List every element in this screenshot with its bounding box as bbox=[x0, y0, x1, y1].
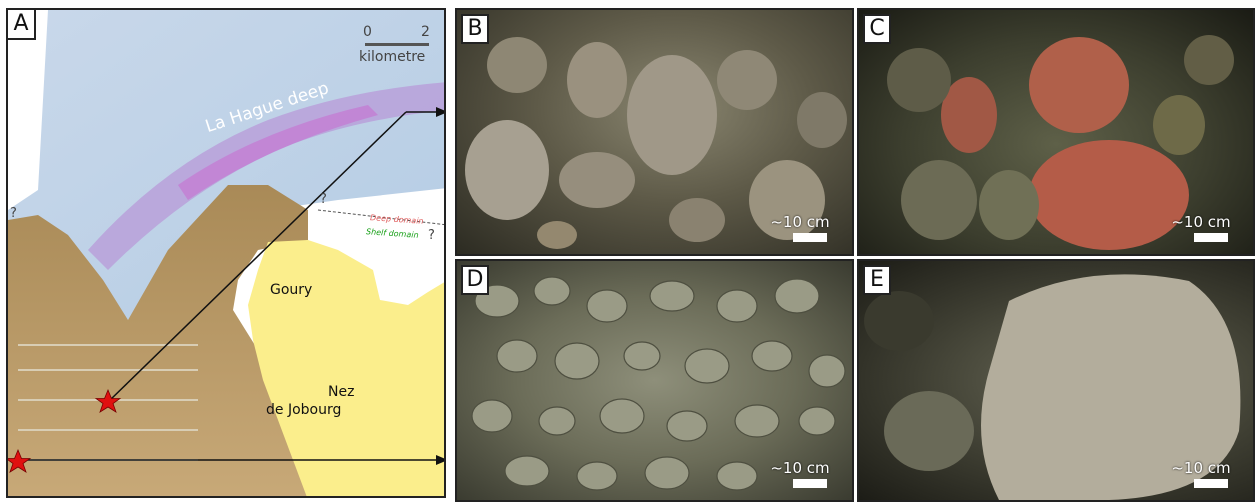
photo-d: D ~10 cm bbox=[455, 259, 854, 502]
bathymetry-map bbox=[8, 10, 444, 496]
shelf-bathymetry bbox=[8, 185, 308, 496]
arrow-head-d bbox=[436, 455, 444, 465]
station-marker-b-icon bbox=[94, 388, 122, 413]
deep-trough bbox=[88, 82, 444, 270]
map-scale-bar: 0 2 kilometre bbox=[359, 24, 439, 65]
photo-c: C ~10 cm bbox=[857, 8, 1255, 256]
scale-bar-d: ~10 cm bbox=[770, 459, 832, 488]
photo-b: B ~10 cm bbox=[455, 8, 854, 256]
question-mark-1: ? bbox=[10, 206, 17, 221]
scale-text-b: ~10 cm bbox=[770, 213, 830, 231]
panel-label-a: A bbox=[8, 10, 36, 40]
place-goury: Goury bbox=[270, 282, 313, 298]
scale-two: 2 bbox=[421, 24, 430, 40]
scale-unit: kilometre bbox=[359, 49, 426, 65]
panel-label-b: B bbox=[461, 14, 489, 44]
place-jobourg: de Jobourg bbox=[266, 402, 342, 418]
scale-bar-e: ~10 cm bbox=[1171, 459, 1233, 488]
deep-core bbox=[178, 105, 378, 200]
scale-bar-c: ~10 cm bbox=[1171, 213, 1233, 242]
scale-zero: 0 bbox=[363, 24, 372, 40]
station-marker-d-icon bbox=[8, 448, 32, 473]
question-mark-2: ? bbox=[320, 192, 327, 207]
panel-label-e: E bbox=[863, 265, 891, 295]
pebble-field-d bbox=[471, 276, 846, 491]
scale-line bbox=[365, 43, 429, 46]
arrow-head-b bbox=[436, 107, 444, 117]
scale-text-e: ~10 cm bbox=[1171, 459, 1231, 477]
scale-bar-b: ~10 cm bbox=[770, 213, 832, 242]
question-mark-3: ? bbox=[428, 228, 435, 243]
panel-label-d: D bbox=[461, 265, 489, 295]
domain-boundary bbox=[317, 209, 444, 226]
boulder-e bbox=[864, 274, 1241, 500]
arrow-line-b bbox=[107, 111, 407, 403]
boulder-field-b bbox=[465, 37, 847, 249]
land-area bbox=[248, 240, 444, 496]
place-nez: Nez bbox=[328, 384, 355, 400]
panel-a-map: A 0 2 kilometre La Hague deep Deep domai… bbox=[6, 8, 446, 498]
panel-label-c: C bbox=[863, 14, 891, 44]
scale-text-d: ~10 cm bbox=[770, 459, 830, 477]
boulder-field-c bbox=[887, 35, 1234, 250]
scale-text-c: ~10 cm bbox=[1171, 213, 1231, 231]
photo-e: E ~10 cm bbox=[857, 259, 1255, 502]
